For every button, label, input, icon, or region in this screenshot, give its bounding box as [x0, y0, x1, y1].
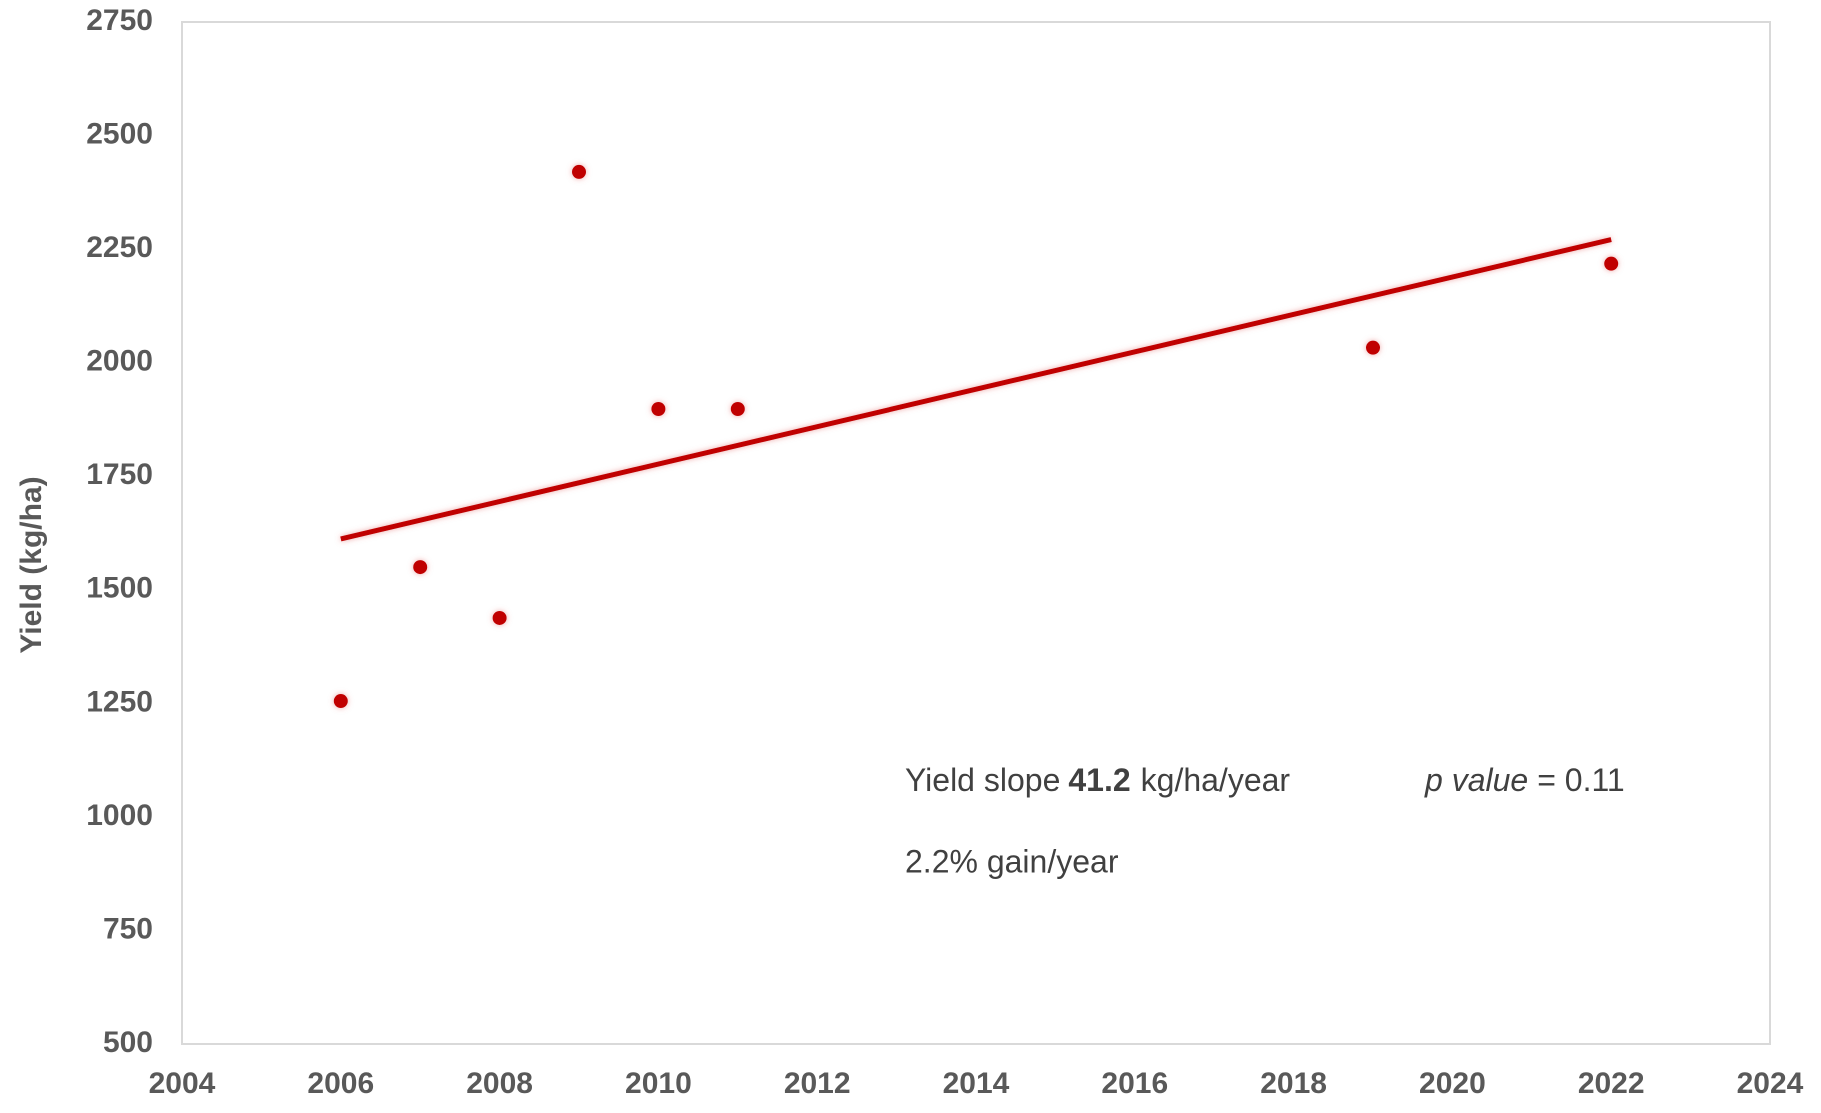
- slope-label: Yield slope: [905, 762, 1060, 798]
- y-tick-label: 1250: [86, 685, 153, 718]
- x-tick-label: 2014: [943, 1067, 1010, 1100]
- x-tick-label: 2016: [1101, 1067, 1168, 1100]
- plot-area: [181, 21, 1771, 1045]
- x-tick-label: 2008: [466, 1067, 533, 1100]
- slope-value: 41.2: [1068, 762, 1130, 798]
- data-point: [730, 401, 745, 416]
- y-axis-label: Yield (kg/ha): [15, 476, 48, 653]
- y-tick-label: 2000: [86, 345, 153, 378]
- data-point: [572, 164, 586, 179]
- x-tick-label: 2024: [1737, 1067, 1804, 1100]
- data-point: [492, 610, 507, 625]
- data-point: [651, 401, 666, 416]
- y-tick-label: 2750: [86, 4, 153, 37]
- x-tick-label: 2022: [1578, 1067, 1645, 1100]
- y-tick-label: 2500: [86, 117, 153, 150]
- x-tick-label: 2006: [307, 1067, 374, 1100]
- y-tick-label: 1000: [86, 799, 153, 832]
- slope-unit: kg/ha/year: [1141, 762, 1291, 798]
- p-value: = 0.11: [1537, 762, 1624, 798]
- y-tick-label: 1500: [86, 572, 153, 605]
- y-tick-label: 2250: [86, 231, 153, 264]
- p-annotation: p value = 0.11: [1424, 762, 1625, 798]
- x-tick-label: 2010: [625, 1067, 692, 1100]
- trend-line: [340, 237, 1612, 542]
- slope-annotation: Yield slope 41.2 kg/ha/year: [905, 762, 1290, 798]
- data-point: [1604, 256, 1619, 271]
- x-tick-label: 2018: [1260, 1067, 1327, 1100]
- x-tick-label: 2012: [784, 1067, 851, 1100]
- data-point: [413, 560, 428, 575]
- p-label: p value: [1424, 762, 1528, 798]
- gain-annotation: 2.2% gain/year: [905, 843, 1119, 879]
- x-tick-label: 2020: [1419, 1067, 1486, 1100]
- y-tick-label: 500: [103, 1026, 153, 1059]
- y-tick-label: 1750: [86, 458, 153, 491]
- data-point: [333, 694, 348, 709]
- y-tick-label: 750: [103, 912, 153, 945]
- data-point: [1366, 340, 1380, 355]
- x-tick-label: 2004: [149, 1067, 216, 1100]
